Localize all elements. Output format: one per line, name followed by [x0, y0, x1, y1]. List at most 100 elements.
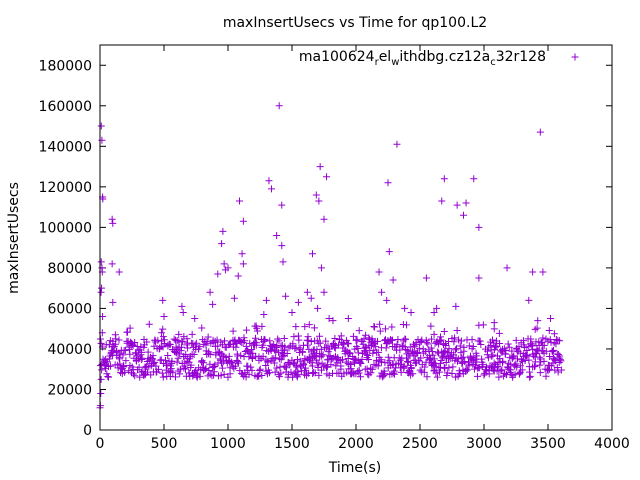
data-point — [353, 336, 361, 344]
data-point — [450, 338, 458, 346]
data-point — [480, 371, 488, 379]
data-point — [119, 351, 127, 359]
data-point — [232, 343, 240, 351]
data-point — [258, 322, 266, 330]
data-point-outlier — [98, 284, 106, 292]
data-point — [183, 335, 191, 343]
data-point — [500, 345, 508, 353]
data-point — [240, 334, 248, 342]
data-point — [107, 362, 115, 370]
data-point-outlier — [239, 217, 247, 225]
data-point — [374, 362, 382, 370]
data-point — [553, 363, 561, 371]
data-point — [290, 333, 298, 341]
data-point — [448, 370, 456, 378]
data-point — [415, 344, 423, 352]
data-point — [303, 341, 311, 349]
data-point — [400, 363, 408, 371]
data-point — [317, 366, 325, 374]
data-point — [515, 343, 523, 351]
data-point — [363, 350, 371, 358]
data-point — [542, 372, 550, 380]
data-point — [349, 369, 357, 377]
data-point — [121, 346, 129, 354]
data-point-outlier — [320, 215, 328, 223]
data-point — [362, 343, 370, 351]
data-point — [489, 336, 497, 344]
data-point — [369, 349, 377, 357]
data-point — [204, 333, 212, 341]
data-point — [425, 356, 433, 364]
data-point — [373, 337, 381, 345]
data-point — [337, 332, 345, 340]
data-point — [292, 323, 300, 331]
data-point — [518, 366, 526, 374]
data-point-outlier — [320, 288, 328, 296]
data-point — [427, 322, 435, 330]
data-point-outlier — [385, 248, 393, 256]
data-point — [430, 330, 438, 338]
data-point — [549, 346, 557, 354]
data-point — [388, 336, 396, 344]
data-point — [166, 340, 174, 348]
data-point — [405, 350, 413, 358]
data-point — [335, 357, 343, 365]
data-point — [271, 368, 279, 376]
data-point — [143, 338, 151, 346]
data-point — [202, 341, 210, 349]
data-point — [393, 340, 401, 348]
data-point — [302, 364, 310, 372]
data-point — [282, 364, 290, 372]
data-point — [170, 335, 178, 343]
data-point — [178, 337, 186, 345]
data-point-outlier — [316, 163, 324, 171]
data-point — [523, 352, 531, 360]
data-point-outlier — [214, 270, 222, 278]
data-point — [536, 361, 544, 369]
data-point — [495, 329, 503, 337]
data-point — [293, 363, 301, 371]
data-point — [427, 344, 435, 352]
data-point — [376, 320, 384, 328]
y-tick-label: 80000 — [47, 261, 92, 277]
data-point — [505, 343, 513, 351]
data-point-outlier — [325, 315, 333, 323]
data-point — [407, 365, 415, 373]
data-point — [283, 350, 291, 358]
data-point — [144, 348, 152, 356]
data-point — [131, 338, 139, 346]
data-point — [540, 357, 548, 365]
data-point — [105, 355, 113, 363]
data-point — [554, 351, 562, 359]
data-point — [415, 357, 423, 365]
data-point — [163, 361, 171, 369]
data-point — [526, 372, 534, 380]
data-point — [115, 336, 123, 344]
data-point-outlier — [224, 264, 232, 272]
data-point-outlier — [307, 294, 315, 302]
data-point — [151, 358, 159, 366]
data-point — [275, 337, 283, 345]
data-point — [157, 329, 165, 337]
data-point — [226, 370, 234, 378]
data-point-outlier — [209, 300, 217, 308]
data-point — [377, 358, 385, 366]
data-point — [229, 327, 237, 335]
data-point — [309, 346, 317, 354]
data-point — [371, 323, 379, 331]
data-point-outlier — [288, 308, 296, 316]
data-point — [354, 349, 362, 357]
data-point-outlier — [323, 173, 331, 181]
data-point — [403, 321, 411, 329]
data-point — [442, 358, 450, 366]
data-point — [131, 372, 139, 380]
data-point — [494, 362, 502, 370]
data-point-outlier — [160, 313, 168, 321]
data-point-outlier — [525, 296, 533, 304]
data-point-outlier — [453, 201, 461, 209]
data-point — [98, 366, 106, 374]
data-point — [270, 359, 278, 367]
data-point-outlier — [470, 175, 478, 183]
data-point — [368, 365, 376, 373]
data-point-outlier — [329, 317, 337, 325]
